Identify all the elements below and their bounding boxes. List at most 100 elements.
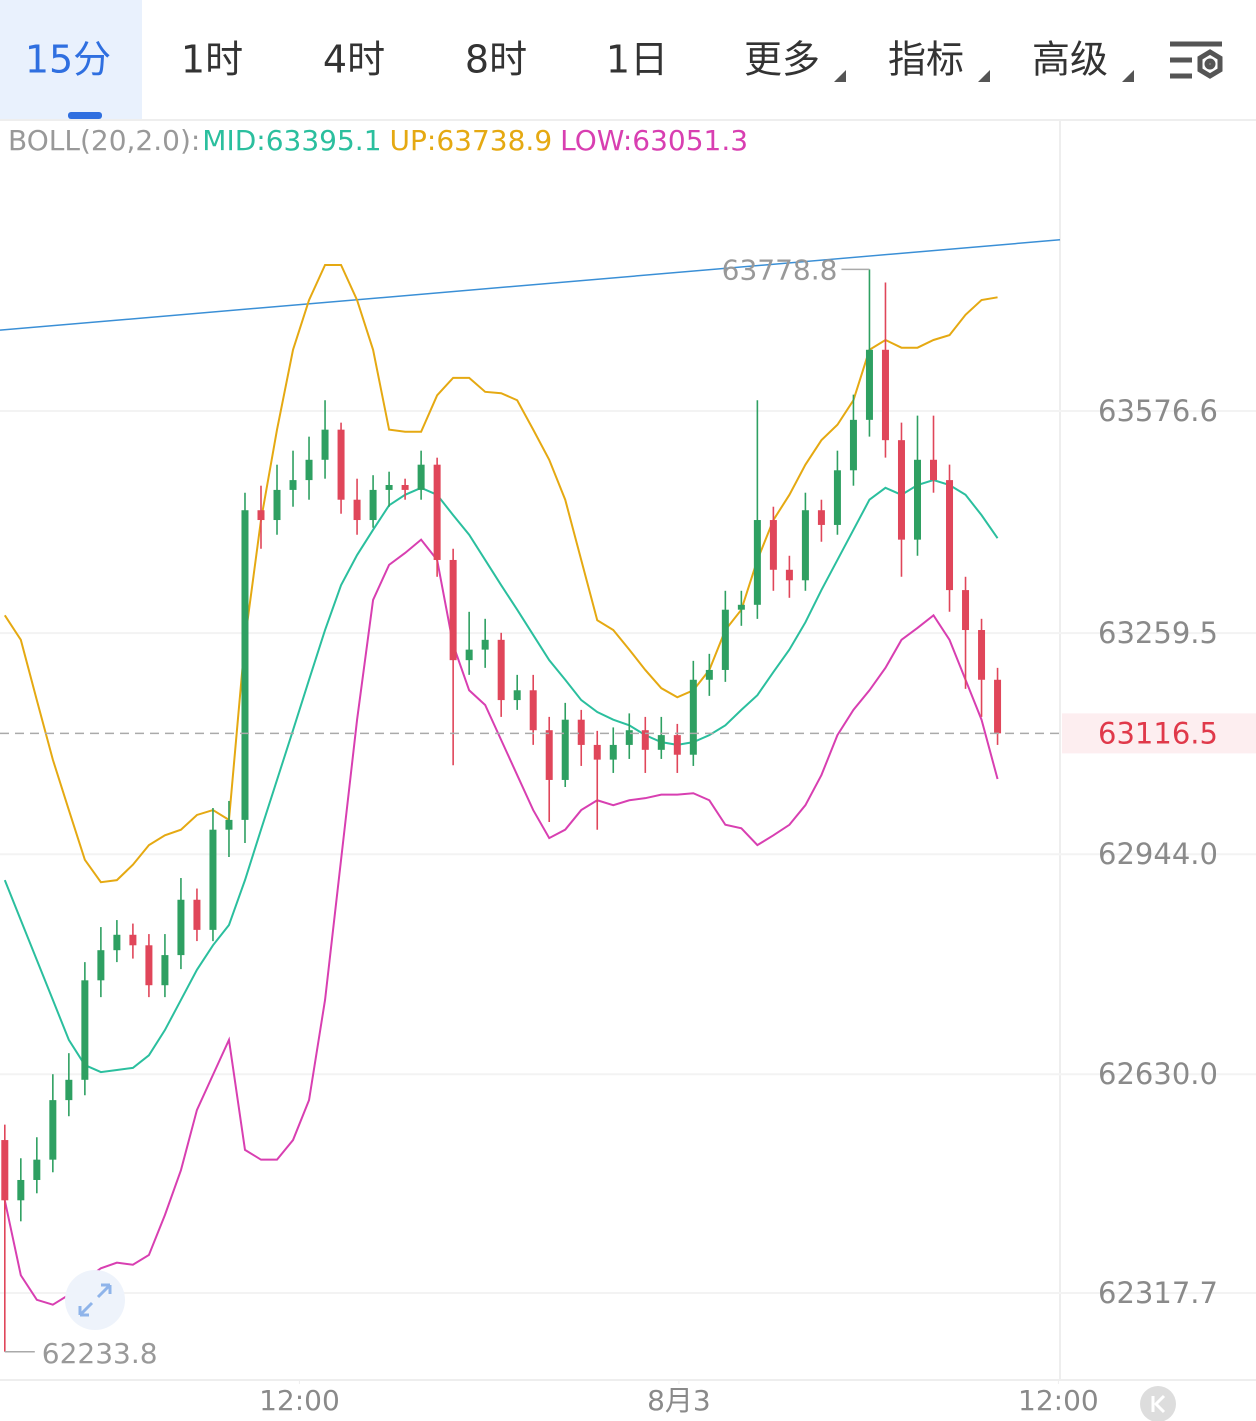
tab[interactable]: 指标	[888, 38, 964, 82]
dropdown-caret	[978, 70, 990, 82]
candle-body	[946, 480, 954, 591]
candle-body	[849, 419, 857, 471]
candle-body	[129, 934, 137, 946]
candle-body	[145, 945, 153, 986]
legend-value: 63395.1	[266, 124, 382, 157]
band-line	[3, 479, 999, 1074]
candle-body	[753, 520, 761, 605]
scroll-latest-button[interactable]	[1140, 1386, 1176, 1421]
candle-body	[641, 730, 649, 750]
candle-body	[817, 510, 825, 525]
candle-body	[17, 1179, 25, 1201]
candle-body	[177, 899, 185, 956]
candle-body	[289, 480, 297, 490]
candle-body	[657, 735, 665, 750]
legend-name: MID	[202, 124, 256, 157]
toolbar: 15分 1时 4时 8时 1日 更多 指标 高级	[0, 0, 1256, 121]
band-line	[3, 264, 998, 884]
candle-body	[769, 520, 777, 570]
legend-value: 63738.9	[436, 124, 552, 157]
x-tick-label: 12:00	[1018, 1384, 1099, 1417]
candle-body	[65, 1079, 73, 1101]
tab[interactable]: 高级	[1032, 38, 1108, 82]
scroll-icon	[1151, 1394, 1166, 1414]
candle-body	[913, 459, 921, 540]
candle-body	[49, 1100, 57, 1160]
candle-body	[33, 1159, 41, 1180]
candle-body	[321, 429, 329, 460]
settings-icon[interactable]	[1170, 41, 1223, 79]
candle-body	[625, 730, 633, 745]
indicator-name: BOLL(20,2.0):	[8, 124, 200, 157]
candle-body	[257, 510, 265, 521]
candle-body	[209, 829, 217, 930]
candle-body	[737, 604, 745, 610]
candle-body	[337, 429, 345, 500]
candle-body	[465, 649, 473, 661]
candle-body	[689, 679, 697, 755]
current-price-label: 63116.5	[1098, 716, 1218, 750]
selected-tab-indicator	[68, 112, 102, 119]
tab[interactable]: 1时	[181, 38, 243, 82]
legend-separator: :	[256, 124, 265, 157]
candle-body	[705, 669, 713, 680]
tab[interactable]: 8时	[465, 38, 527, 82]
candle-body	[994, 679, 1002, 734]
y-tick-label: 62944.0	[1098, 837, 1218, 871]
band-line	[3, 538, 999, 1306]
candle-body	[833, 470, 841, 525]
candle-body	[417, 464, 425, 490]
candle-body	[449, 559, 457, 661]
expand-arrows	[78, 1283, 112, 1317]
plot-area: 62317.7 62630.0 62944.0 63259.5 63576.6 12:00…	[0, 120, 1256, 1417]
candle-body	[305, 459, 313, 481]
candle-body	[609, 744, 617, 760]
candle-body	[353, 499, 361, 521]
legend-separator: :	[427, 124, 436, 157]
candle-body	[962, 590, 970, 631]
candle-body	[385, 485, 393, 490]
icon-hex	[1197, 49, 1223, 79]
current-price-bg	[1062, 713, 1256, 754]
candle-body	[241, 510, 249, 820]
candle-body	[897, 440, 905, 540]
candle-body	[978, 630, 986, 680]
candle-body	[81, 980, 89, 1080]
min-price-label: 62233.8	[42, 1337, 158, 1370]
candle-body	[1, 1140, 9, 1201]
candle-body	[97, 950, 105, 981]
dropdown-caret	[1122, 70, 1134, 82]
tab[interactable]: 4时	[323, 38, 385, 82]
expand-bg	[65, 1270, 125, 1330]
candle-body	[561, 719, 569, 780]
candle-body	[113, 934, 121, 951]
max-price-label: 63778.8	[722, 253, 838, 286]
expand-button[interactable]	[65, 1270, 125, 1330]
candle-body	[529, 690, 537, 731]
candle-body	[577, 719, 585, 745]
candle-body	[193, 899, 201, 930]
candle-body	[481, 639, 489, 650]
candle-body	[593, 744, 601, 760]
tab[interactable]: 15分	[25, 38, 111, 82]
candle-body	[545, 730, 553, 780]
candle-body	[673, 735, 681, 755]
y-tick-label: 62317.7	[1098, 1276, 1218, 1310]
y-tick-label: 62630.0	[1098, 1057, 1218, 1091]
y-tick-label: 63576.6	[1098, 394, 1218, 428]
candle-body	[401, 485, 409, 490]
tab[interactable]: 1日	[606, 38, 668, 82]
tab[interactable]: 更多	[744, 38, 820, 82]
dropdown-caret	[834, 70, 846, 82]
candle-body	[785, 569, 793, 581]
candle-body	[369, 489, 377, 521]
candle-body	[225, 819, 233, 830]
candle-body	[513, 690, 521, 701]
candle-body	[930, 459, 938, 481]
trendline	[0, 239, 1061, 331]
x-tick-label: 12:00	[259, 1384, 340, 1417]
candle-body	[433, 464, 441, 560]
legend-value: 63051.3	[632, 124, 748, 157]
